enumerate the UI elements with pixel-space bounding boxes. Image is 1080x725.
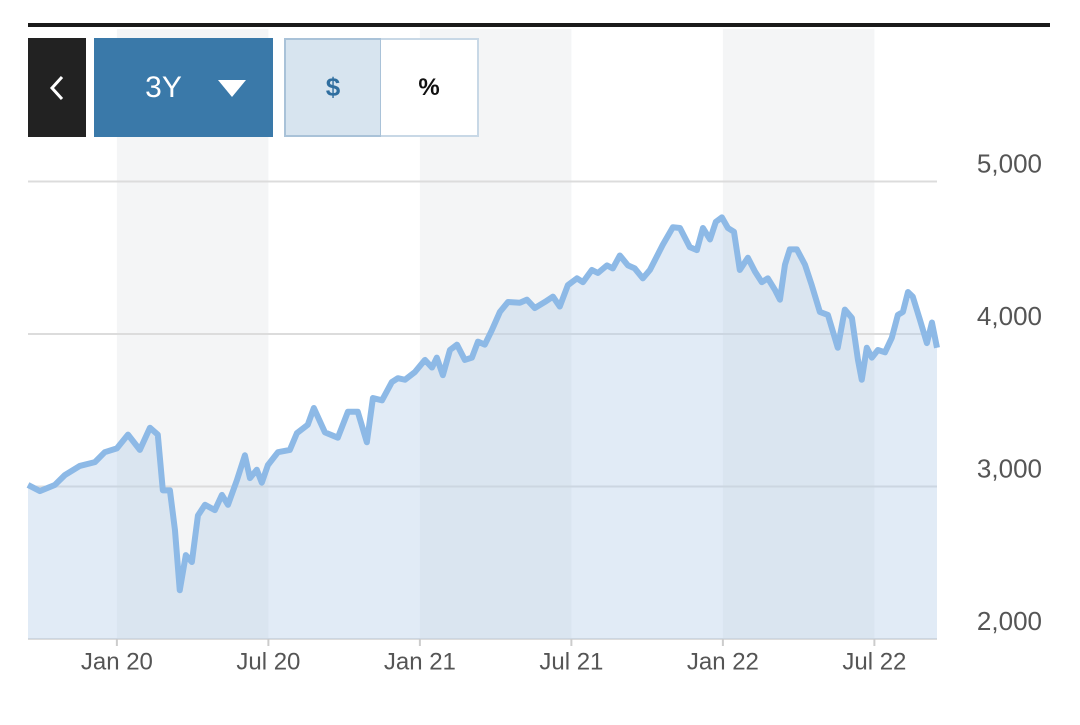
y-tick-label: 2,000 — [977, 606, 1042, 636]
x-tick-label: Jul 20 — [236, 648, 300, 675]
x-tick-label: Jul 21 — [539, 648, 603, 675]
range-label: 3Y — [145, 70, 182, 104]
chevron-icon — [49, 75, 64, 100]
dollar-label: $ — [325, 72, 341, 102]
percent-toggle[interactable]: % — [381, 38, 479, 137]
x-tick-label: Jan 22 — [687, 648, 759, 675]
x-tick-label: Jan 20 — [81, 648, 153, 675]
y-tick-label: 5,000 — [977, 148, 1042, 178]
dollar-toggle[interactable]: $ — [284, 38, 382, 137]
range-dropdown[interactable]: 3Y — [94, 38, 273, 137]
dropdown-icon — [218, 80, 246, 97]
y-tick-label: 3,000 — [977, 453, 1042, 483]
x-tick-label: Jul 22 — [842, 648, 906, 675]
area-fill — [28, 217, 937, 639]
price-line — [26, 214, 940, 594]
percent-label: % — [418, 73, 440, 101]
x-tick-label: Jan 21 — [384, 648, 456, 675]
top-rule — [28, 23, 1050, 27]
back-button[interactable] — [28, 38, 86, 137]
y-tick-label: 4,000 — [977, 301, 1042, 331]
